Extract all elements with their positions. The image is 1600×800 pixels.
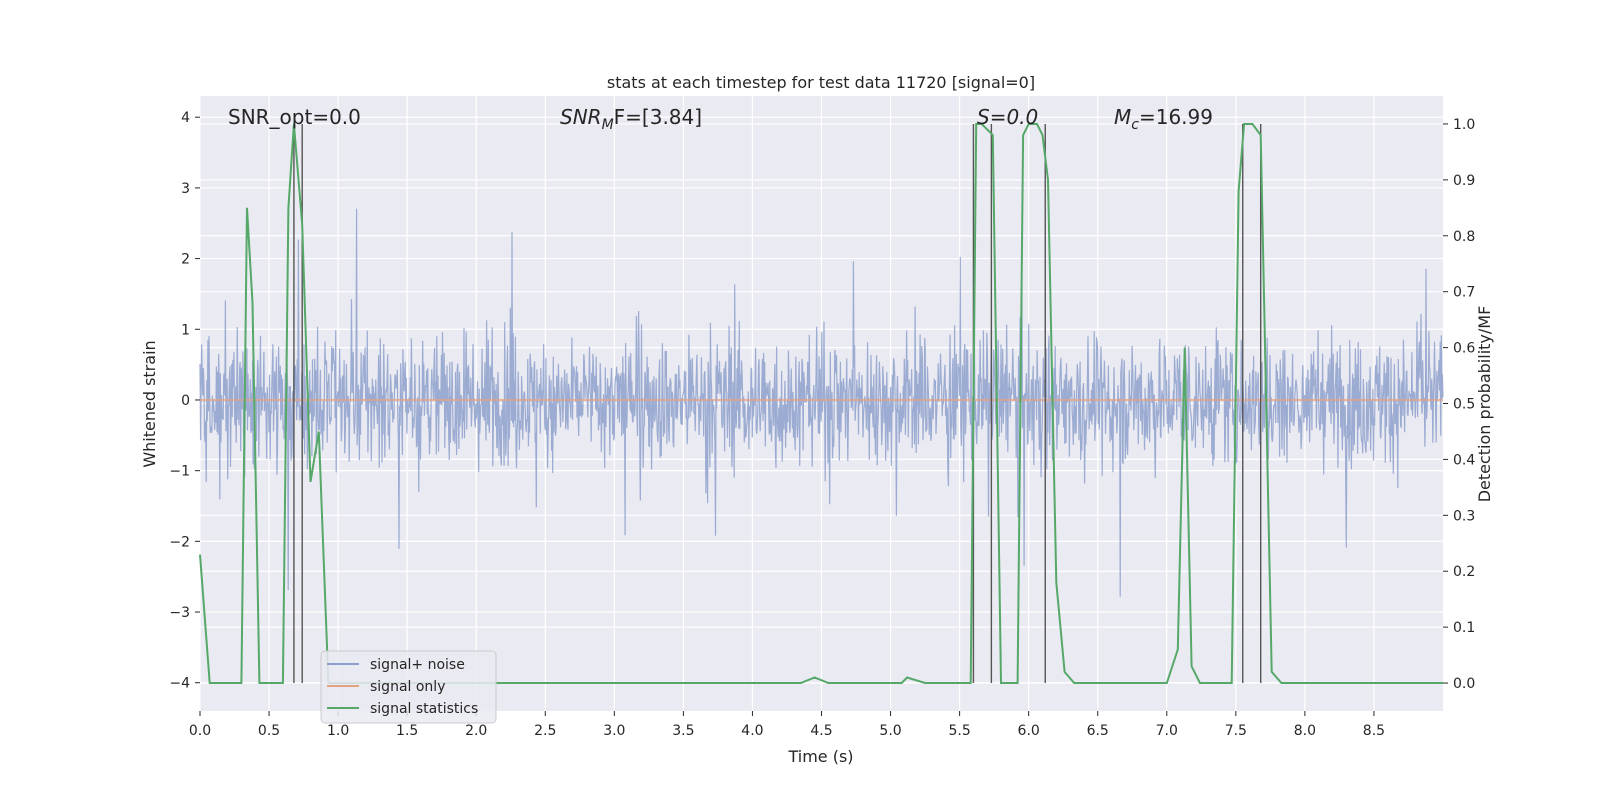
y2-tick-label: 0.8: [1453, 229, 1475, 245]
y2-ticks: 0.0 0.1 0.2 0.3 0.4 0.5 0.6 0.7 0.8 0.9 1.0: [1443, 117, 1475, 692]
x-tick-label: 1.5: [396, 723, 418, 739]
y-tick-label: −3: [169, 605, 190, 621]
x-axis-label: Time (s): [787, 747, 853, 766]
x-ticks: 0.0 0.5 1.0 1.5 2.0 2.5 3.0 3.5 4.0 4.5 5.0 5.5 6.0 6…: [189, 711, 1385, 739]
y2-tick-label: 1.0: [1453, 117, 1475, 133]
x-tick-label: 5.0: [879, 723, 901, 739]
y-tick-label: −4: [169, 676, 190, 692]
x-tick-label: 7.5: [1225, 723, 1247, 739]
x-tick-label: 7.0: [1156, 723, 1178, 739]
legend: signal+ noise signal only signal statist…: [320, 650, 497, 724]
y2-tick-label: 0.1: [1453, 620, 1475, 636]
y-tick-label: 0: [181, 393, 190, 409]
x-tick-label: 8.0: [1294, 723, 1316, 739]
legend-label-stats: signal statistics: [370, 701, 478, 717]
x-tick-label: 4.0: [741, 723, 763, 739]
annotation-snr-mf: SNRMF=[3.84]: [560, 105, 702, 133]
y-tick-label: −1: [169, 464, 190, 480]
y2-tick-label: 0.4: [1453, 452, 1475, 468]
legend-box: [320, 650, 497, 724]
x-tick-label: 3.5: [672, 723, 694, 739]
x-tick-label: 5.5: [948, 723, 970, 739]
x-tick-label: 6.5: [1087, 723, 1109, 739]
annotation-snr-opt: SNR_opt=0.0: [228, 105, 361, 129]
x-tick-label: 0.0: [189, 723, 211, 739]
legend-label-signal-only: signal only: [370, 679, 445, 695]
y2-tick-label: 0.9: [1453, 173, 1475, 189]
y-tick-label: −2: [169, 534, 190, 550]
x-tick-label: 2.5: [534, 723, 556, 739]
y-tick-label: 1: [181, 322, 190, 338]
y2-tick-label: 0.2: [1453, 564, 1475, 580]
chart-title: stats at each timestep for test data 117…: [607, 73, 1035, 92]
y2-axis-label: Detection probability/MF: [1475, 306, 1494, 503]
detection-vlines: [293, 123, 1262, 684]
y-tick-label: 3: [181, 181, 190, 197]
legend-label-noise: signal+ noise: [370, 657, 465, 673]
y2-tick-label: 0.7: [1453, 285, 1475, 301]
annotation-mc: Mc=16.99: [1114, 105, 1213, 133]
x-tick-label: 0.5: [258, 723, 280, 739]
y-tick-label: 4: [181, 110, 190, 126]
series-line-signal-statistics: [199, 123, 1443, 684]
y-ticks: −4 −3 −2 −1 0 1 2 3 4: [169, 110, 200, 692]
y-tick-label: 2: [181, 252, 190, 268]
x-tick-label: 3.0: [603, 723, 625, 739]
x-tick-label: 8.5: [1363, 723, 1385, 739]
x-tick-label: 2.0: [465, 723, 487, 739]
annotation-s: S=0.0: [977, 105, 1038, 129]
x-tick-label: 4.5: [810, 723, 832, 739]
x-tick-label: 1.0: [327, 723, 349, 739]
signal-statistics-series: [199, 123, 1443, 684]
x-tick-label: 6.0: [1018, 723, 1040, 739]
y2-tick-label: 0.0: [1453, 676, 1475, 692]
y2-tick-label: 0.3: [1453, 508, 1475, 524]
y2-tick-label: 0.5: [1453, 397, 1475, 413]
y2-tick-label: 0.6: [1453, 341, 1475, 357]
y-axis-label: Whitened strain: [140, 340, 159, 467]
